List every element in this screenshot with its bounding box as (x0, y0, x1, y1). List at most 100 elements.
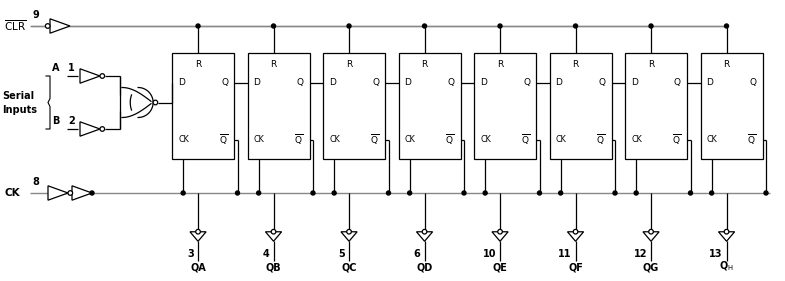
Text: D: D (178, 78, 185, 87)
Polygon shape (417, 232, 433, 241)
Text: 11: 11 (558, 249, 571, 259)
Circle shape (422, 24, 426, 28)
Text: B: B (52, 116, 60, 126)
Polygon shape (190, 232, 206, 241)
Circle shape (483, 191, 487, 195)
Text: R: R (572, 60, 579, 69)
Circle shape (90, 191, 94, 195)
Text: QE: QE (493, 263, 507, 273)
Text: 3: 3 (188, 249, 194, 259)
Text: 4: 4 (263, 249, 269, 259)
Text: $\overline{\mathrm{CLR}}$: $\overline{\mathrm{CLR}}$ (4, 19, 26, 33)
Text: D: D (706, 78, 714, 87)
Text: 2: 2 (68, 116, 75, 126)
Circle shape (272, 24, 276, 28)
Text: QD: QD (416, 263, 433, 273)
Text: Serial
Inputs: Serial Inputs (2, 91, 37, 115)
Circle shape (710, 191, 714, 195)
Polygon shape (50, 19, 70, 33)
Text: CK: CK (4, 188, 20, 198)
Circle shape (347, 229, 352, 234)
Text: CK: CK (556, 135, 566, 144)
Text: $\overline{\mathrm{Q}}$: $\overline{\mathrm{Q}}$ (219, 132, 228, 147)
Text: D: D (254, 78, 261, 87)
Polygon shape (80, 122, 100, 136)
Text: 8: 8 (32, 177, 39, 187)
Circle shape (422, 229, 427, 234)
Bar (474, 53, 536, 159)
Text: 6: 6 (414, 249, 421, 259)
Circle shape (347, 24, 351, 28)
Text: R: R (724, 60, 730, 69)
Text: Q: Q (447, 78, 455, 87)
Text: CK: CK (706, 135, 717, 144)
Text: D: D (631, 78, 638, 87)
Circle shape (236, 191, 239, 195)
Text: D: D (329, 78, 336, 87)
Circle shape (538, 191, 542, 195)
Circle shape (257, 191, 261, 195)
Bar (323, 53, 385, 159)
Text: Q: Q (523, 78, 530, 87)
Text: $\overline{\mathrm{Q}}$: $\overline{\mathrm{Q}}$ (747, 132, 757, 147)
Circle shape (100, 74, 104, 78)
Text: R: R (648, 60, 654, 69)
Circle shape (613, 191, 617, 195)
Polygon shape (80, 69, 100, 83)
Text: A: A (52, 63, 60, 73)
Polygon shape (718, 232, 735, 241)
Circle shape (688, 191, 692, 195)
Text: 5: 5 (338, 249, 345, 259)
Bar (700, 53, 762, 159)
Circle shape (498, 229, 502, 234)
Text: R: R (422, 60, 428, 69)
Circle shape (100, 127, 104, 131)
Text: $\overline{\mathrm{Q}}$: $\overline{\mathrm{Q}}$ (672, 132, 681, 147)
Bar (625, 53, 687, 159)
Polygon shape (48, 186, 68, 200)
Text: CK: CK (480, 135, 491, 144)
Text: CK: CK (254, 135, 265, 144)
Text: D: D (404, 78, 411, 87)
Bar (550, 53, 612, 159)
Text: 10: 10 (483, 249, 496, 259)
Circle shape (68, 191, 72, 195)
Bar (399, 53, 461, 159)
Text: QF: QF (568, 263, 583, 273)
Text: Q: Q (372, 78, 379, 87)
Text: Q: Q (750, 78, 757, 87)
Circle shape (634, 191, 638, 195)
Circle shape (725, 24, 728, 28)
Circle shape (725, 229, 728, 234)
Circle shape (649, 24, 653, 28)
Text: R: R (497, 60, 503, 69)
Circle shape (407, 191, 411, 195)
Circle shape (648, 229, 653, 234)
Circle shape (153, 100, 158, 105)
Circle shape (272, 229, 276, 234)
Circle shape (195, 229, 200, 234)
Text: D: D (480, 78, 487, 87)
Text: 13: 13 (709, 249, 722, 259)
Text: R: R (195, 60, 201, 69)
Polygon shape (341, 232, 357, 241)
Text: 1: 1 (68, 63, 75, 73)
Text: CK: CK (631, 135, 642, 144)
Circle shape (764, 191, 768, 195)
Text: D: D (556, 78, 562, 87)
Text: QC: QC (341, 263, 357, 273)
Circle shape (573, 229, 578, 234)
Text: $\overline{\mathrm{Q}}$: $\overline{\mathrm{Q}}$ (597, 132, 605, 147)
Polygon shape (568, 232, 583, 241)
Polygon shape (265, 232, 282, 241)
Text: R: R (270, 60, 276, 69)
Circle shape (332, 191, 336, 195)
Circle shape (181, 191, 185, 195)
Text: 12: 12 (633, 249, 647, 259)
Text: $\overline{\mathrm{Q}}$: $\overline{\mathrm{Q}}$ (445, 132, 455, 147)
Polygon shape (72, 186, 92, 200)
Text: Q: Q (297, 78, 304, 87)
Circle shape (574, 24, 578, 28)
Text: CK: CK (329, 135, 340, 144)
Circle shape (559, 191, 563, 195)
